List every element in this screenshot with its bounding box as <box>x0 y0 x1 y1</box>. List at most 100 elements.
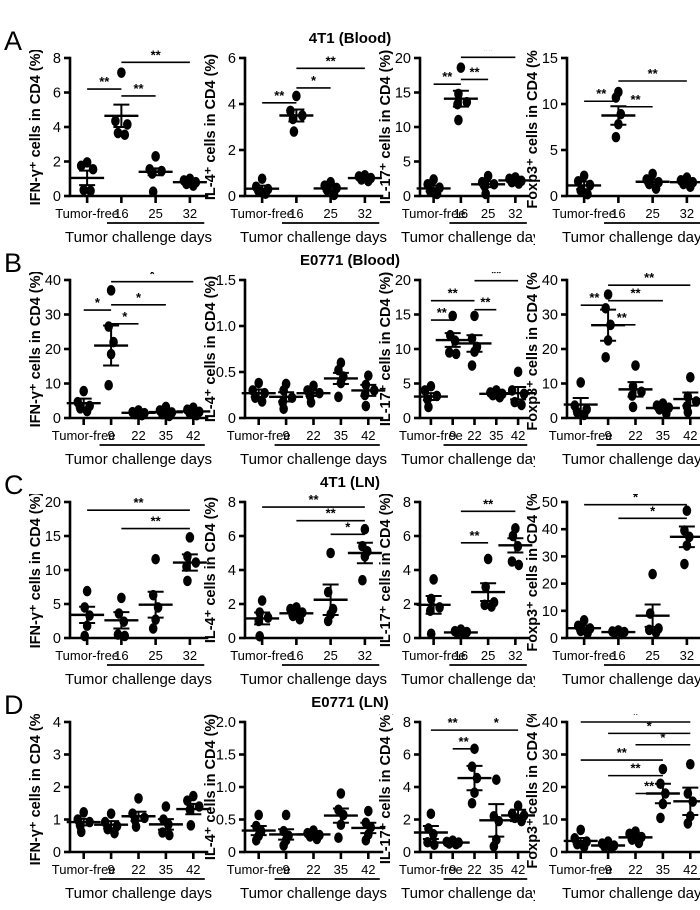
data-point <box>489 841 499 852</box>
data-point <box>445 347 454 358</box>
chart-d-4: 0 10 20 30 40 Foxp3⁺ cells in CD4 (%) Tumor-fr… <box>525 714 700 910</box>
svg-text:6: 6 <box>228 51 236 67</box>
svg-text:9: 9 <box>449 428 456 443</box>
data-point <box>334 832 343 843</box>
svg-text:10: 10 <box>395 342 411 358</box>
svg-text:0: 0 <box>550 845 558 861</box>
svg-text:35: 35 <box>334 862 348 877</box>
svg-text:Tumor-free: Tumor-free <box>549 862 613 877</box>
svg-text:Tumor-free: Tumor-free <box>552 206 616 221</box>
data-point <box>113 629 123 640</box>
data-point <box>513 366 523 378</box>
svg-text:IL-4⁺ cells in CD4 (%): IL-4⁺ cells in CD4 (%) <box>203 54 219 200</box>
significance-label: ** <box>326 506 337 521</box>
svg-text:8: 8 <box>53 51 61 67</box>
svg-text:IL-17⁺ cells in CD4 (%): IL-17⁺ cells in CD4 (%) <box>378 50 394 204</box>
data-point <box>576 824 585 836</box>
svg-text:IL-17⁺ cells in CD4 (%): IL-17⁺ cells in CD4 (%) <box>378 714 394 864</box>
chart-b-1: 0 10 20 30 40 IFN-γ⁺ cells in CD4 (%) Tumor-fr… <box>28 272 213 476</box>
significance-label: ** <box>480 295 491 310</box>
data-point <box>364 805 373 817</box>
svg-text:5: 5 <box>403 155 411 171</box>
data-point <box>329 189 339 201</box>
svg-text:0: 0 <box>403 631 411 647</box>
svg-text:32: 32 <box>358 206 372 221</box>
significance-label: ** <box>326 53 337 68</box>
svg-text:2: 2 <box>53 155 61 171</box>
svg-text:16: 16 <box>454 206 468 221</box>
svg-text:32: 32 <box>358 648 372 663</box>
panel-title: 4T1 (LN) <box>320 474 380 491</box>
significance-label: ** <box>596 86 607 101</box>
svg-text:0: 0 <box>550 631 558 647</box>
svg-text:9: 9 <box>449 862 456 877</box>
svg-text:0: 0 <box>403 189 411 205</box>
data-point <box>429 574 438 585</box>
svg-text:0: 0 <box>53 189 61 205</box>
significance-label: * <box>647 718 653 733</box>
svg-text:35: 35 <box>489 862 503 877</box>
data-point <box>637 386 646 398</box>
svg-text:IL-17⁺ cells in CD4 (%): IL-17⁺ cells in CD4 (%) <box>378 272 394 426</box>
data-point <box>576 185 586 196</box>
chart-a-4: 0 5 10 15 Foxp3⁺ cells in CD4 (%) Tumor-free 1… <box>525 50 700 254</box>
significance-label: * <box>136 290 142 305</box>
svg-text:10: 10 <box>542 813 558 829</box>
data-point <box>651 627 661 638</box>
svg-text:Tumor-free: Tumor-free <box>230 648 294 663</box>
svg-text:0: 0 <box>53 411 61 427</box>
svg-text:Tumor-free: Tumor-free <box>52 862 116 877</box>
significance-label: * <box>311 73 317 88</box>
data-point <box>295 614 305 625</box>
data-point <box>279 403 288 415</box>
svg-text:Tumor challenge days: Tumor challenge days <box>562 229 700 246</box>
svg-text:IFN-γ⁺ cells in CD4 (%): IFN-γ⁺ cells in CD4 (%) <box>28 714 44 865</box>
svg-text:4: 4 <box>228 97 236 113</box>
svg-text:Tumor-free: Tumor-free <box>399 428 463 443</box>
svg-text:0.5: 0.5 <box>216 813 236 829</box>
svg-text:9: 9 <box>604 428 611 443</box>
data-point <box>323 615 333 627</box>
svg-text:10: 10 <box>542 604 558 620</box>
significance-label: * <box>122 309 128 324</box>
svg-text:Tumor challenge days: Tumor challenge days <box>401 229 535 246</box>
svg-text:Tumor challenge days: Tumor challenge days <box>562 671 700 688</box>
data-point <box>686 371 695 383</box>
svg-text:22: 22 <box>131 428 145 443</box>
chart-c-4: 0 10 20 30 40 50 Foxp3⁺ cells in CD4 (%) Tumor-… <box>525 494 700 696</box>
svg-text:42: 42 <box>683 862 697 877</box>
data-point <box>364 370 373 381</box>
data-point <box>257 595 267 606</box>
data-point <box>451 348 461 360</box>
data-point <box>573 407 582 418</box>
data-point <box>492 774 501 785</box>
data-point <box>151 151 160 162</box>
svg-text:32: 32 <box>183 206 197 221</box>
significance-label: ** <box>151 50 162 62</box>
svg-text:16: 16 <box>114 206 128 221</box>
svg-text:50: 50 <box>542 495 558 511</box>
significance-label: ** <box>483 496 494 511</box>
svg-text:20: 20 <box>45 342 61 358</box>
data-point <box>361 835 371 846</box>
svg-text:8: 8 <box>403 495 411 511</box>
data-point <box>483 553 493 565</box>
data-point <box>257 396 267 407</box>
data-point <box>148 186 158 197</box>
chart-b-4: 0 10 20 30 40 Foxp3⁺ cells in CD4 (%) Tumor-fr… <box>525 272 700 476</box>
svg-text:22: 22 <box>628 428 642 443</box>
svg-text:16: 16 <box>454 648 468 663</box>
data-point <box>183 575 192 587</box>
significance-label: ** <box>644 272 655 285</box>
svg-text:25: 25 <box>645 648 659 663</box>
svg-text:20: 20 <box>542 577 558 593</box>
svg-text:1.5: 1.5 <box>216 273 236 289</box>
chart-c-2: 0 2 4 6 8 IL-4⁺ cells in CD4 (%) Tumor-free 16 2… <box>203 494 388 696</box>
panel-letter: D <box>4 690 24 720</box>
data-point <box>117 592 126 604</box>
svg-text:42: 42 <box>361 428 375 443</box>
svg-text:16: 16 <box>611 206 625 221</box>
svg-text:6: 6 <box>228 529 236 545</box>
svg-text:32: 32 <box>183 648 197 663</box>
svg-text:Foxp3⁺ cells in CD4 (%): Foxp3⁺ cells in CD4 (%) <box>525 272 541 431</box>
